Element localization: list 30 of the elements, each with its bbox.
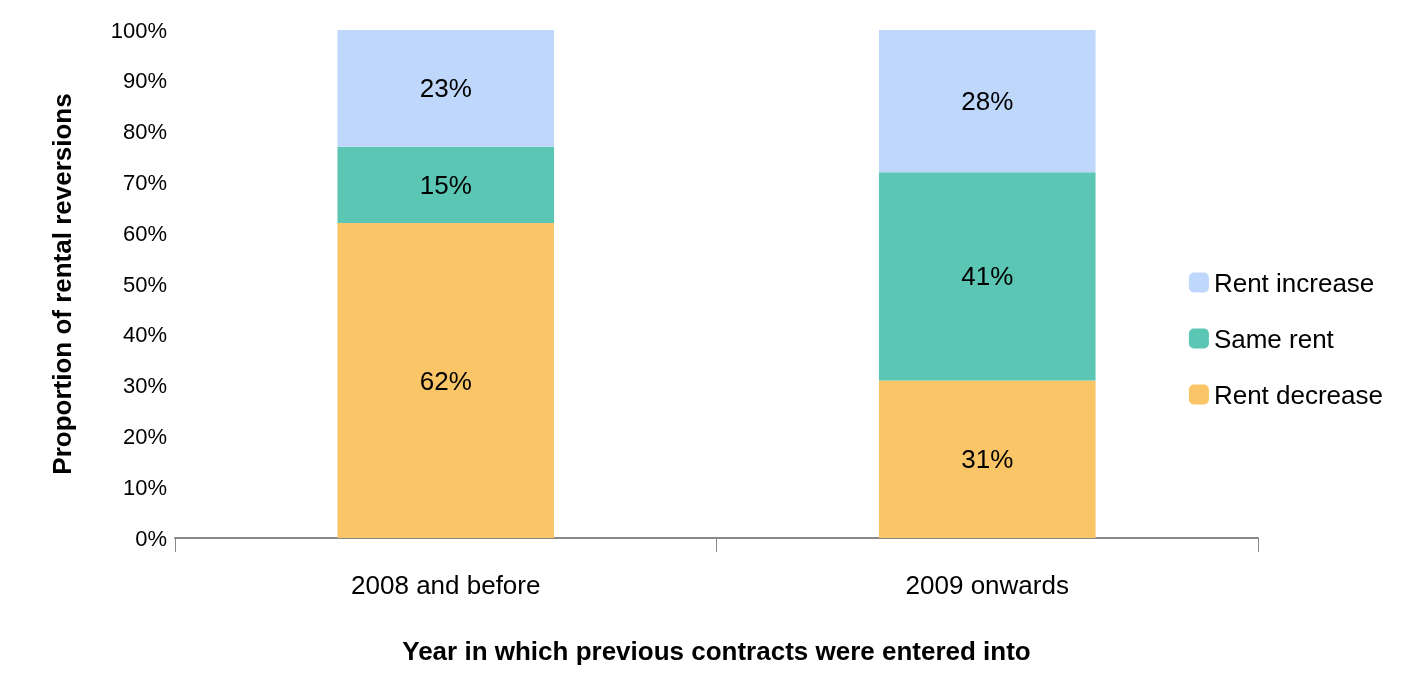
x-axis-title: Year in which previous contracts were entered into <box>402 636 1031 666</box>
y-tick-label: 10% <box>122 474 167 500</box>
bar <box>878 172 1096 381</box>
y-tick-label: 0% <box>135 525 167 551</box>
legend-label: Same rent <box>1213 323 1335 354</box>
legend-label: Rent decrease <box>1213 379 1384 410</box>
y-tick-label: 50% <box>122 271 167 297</box>
bar <box>337 223 555 538</box>
bar <box>878 380 1096 538</box>
y-tick-label: 60% <box>122 220 167 246</box>
data-label: 62% <box>419 365 472 396</box>
data-label: 28% <box>961 86 1014 117</box>
bar <box>337 146 555 224</box>
bar <box>337 30 555 147</box>
y-tick-label: 100% <box>110 17 167 43</box>
y-tick-label: 40% <box>122 322 167 348</box>
data-label: 31% <box>961 444 1014 475</box>
bar <box>878 30 1096 173</box>
y-tick-label: 70% <box>122 169 167 195</box>
y-tick-label: 20% <box>122 423 167 449</box>
data-label: 41% <box>961 261 1014 292</box>
y-tick-label: 30% <box>122 373 167 399</box>
data-label: 15% <box>419 169 472 200</box>
x-tick-label: 2009 onwards <box>905 570 1069 600</box>
data-label: 23% <box>419 73 472 104</box>
legend-label: Rent increase <box>1213 267 1375 298</box>
y-tick-label: 90% <box>122 68 167 94</box>
y-axis-title: Proportion of rental reversions <box>47 93 77 475</box>
y-tick-label: 80% <box>122 119 167 145</box>
x-tick-label: 2008 and before <box>351 570 541 600</box>
